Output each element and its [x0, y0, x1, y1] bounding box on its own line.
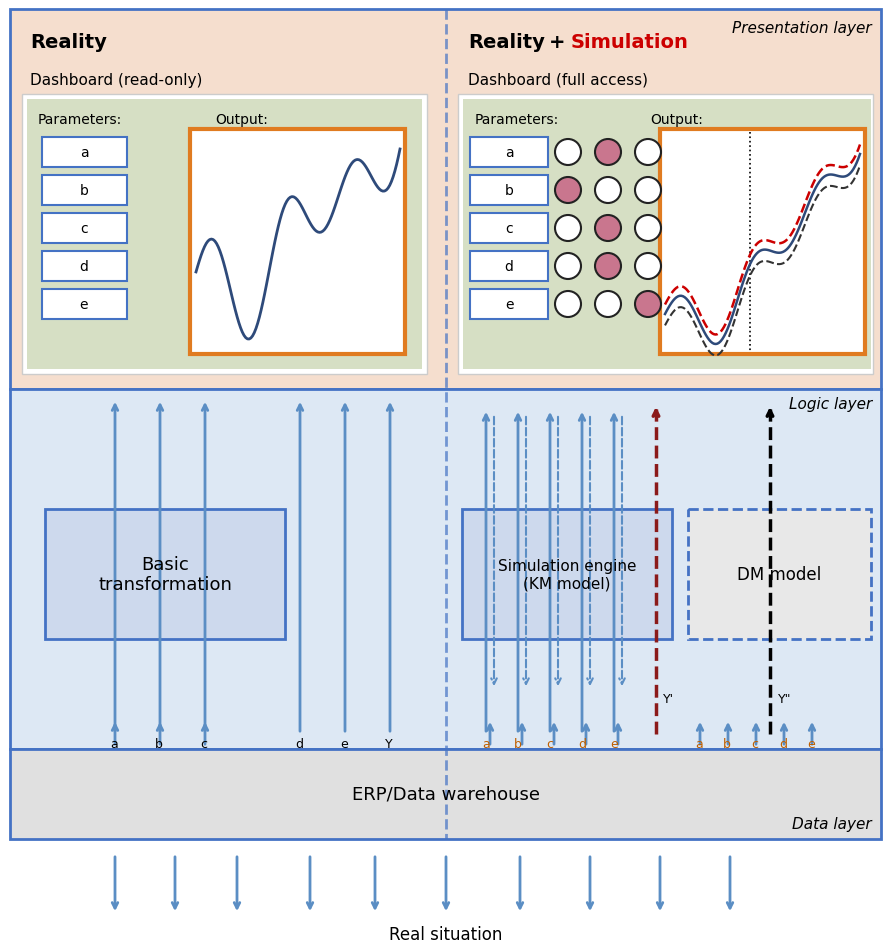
Text: Y: Y	[385, 738, 393, 751]
Bar	[10, 10, 881, 389]
Circle shape	[555, 254, 581, 280]
Circle shape	[595, 140, 621, 166]
Text: ERP/Data warehouse: ERP/Data warehouse	[352, 785, 540, 803]
Circle shape	[555, 140, 581, 166]
Circle shape	[555, 216, 581, 242]
Text: b: b	[504, 184, 513, 198]
Text: e: e	[80, 298, 88, 311]
Text: e: e	[610, 738, 617, 751]
Text: Output:: Output:	[650, 113, 703, 127]
Text: d: d	[295, 738, 303, 751]
Text: d: d	[578, 738, 586, 751]
Bar	[42, 251, 127, 282]
Text: b: b	[723, 738, 731, 751]
Bar	[22, 95, 427, 374]
Bar	[10, 389, 881, 749]
Bar	[190, 129, 405, 355]
Text: d: d	[779, 738, 787, 751]
Text: a: a	[482, 738, 490, 751]
Circle shape	[555, 291, 581, 318]
Text: DM model: DM model	[737, 565, 822, 584]
Text: Logic layer: Logic layer	[789, 397, 872, 412]
Text: b: b	[79, 184, 88, 198]
Bar	[470, 214, 548, 244]
Circle shape	[635, 291, 661, 318]
Text: Y": Y"	[778, 693, 791, 705]
Text: Parameters:: Parameters:	[475, 113, 560, 127]
Text: a: a	[695, 738, 703, 751]
Text: c: c	[546, 738, 553, 751]
Text: Simulation engine
(KM model): Simulation engine (KM model)	[498, 558, 636, 590]
Text: Dashboard (full access): Dashboard (full access)	[468, 72, 648, 88]
Bar	[470, 289, 548, 320]
Text: a: a	[79, 146, 88, 160]
Bar	[42, 138, 127, 168]
Bar	[688, 509, 871, 640]
Text: Simulation: Simulation	[571, 32, 689, 51]
Bar	[42, 214, 127, 244]
Text: Real situation: Real situation	[389, 925, 503, 943]
Text: d: d	[504, 260, 513, 274]
Text: Parameters:: Parameters:	[38, 113, 122, 127]
Text: d: d	[79, 260, 88, 274]
Text: b: b	[155, 738, 163, 751]
Text: b: b	[514, 738, 522, 751]
Bar	[470, 176, 548, 206]
Text: c: c	[80, 222, 88, 236]
Bar	[45, 509, 285, 640]
Text: Presentation layer: Presentation layer	[732, 21, 872, 35]
Bar	[42, 176, 127, 206]
Bar	[470, 138, 548, 168]
Text: c: c	[751, 738, 758, 751]
Bar	[10, 749, 881, 839]
Bar	[470, 251, 548, 282]
Text: e: e	[504, 298, 513, 311]
Text: Output:: Output:	[215, 113, 268, 127]
Circle shape	[635, 216, 661, 242]
Text: a: a	[504, 146, 513, 160]
Text: Dashboard (read-only): Dashboard (read-only)	[30, 72, 202, 88]
Circle shape	[635, 140, 661, 166]
Text: e: e	[807, 738, 814, 751]
Text: c: c	[505, 222, 513, 236]
Text: Basic
transformation: Basic transformation	[98, 555, 232, 594]
Text: Reality: Reality	[468, 32, 545, 51]
Circle shape	[595, 254, 621, 280]
Circle shape	[555, 178, 581, 204]
Circle shape	[635, 178, 661, 204]
Text: a: a	[110, 738, 118, 751]
Text: Y': Y'	[663, 693, 674, 705]
Circle shape	[595, 216, 621, 242]
Bar	[462, 509, 672, 640]
Text: +: +	[549, 32, 566, 51]
Circle shape	[595, 291, 621, 318]
Circle shape	[595, 178, 621, 204]
Text: c: c	[200, 738, 207, 751]
Bar	[458, 95, 873, 374]
Text: e: e	[340, 738, 347, 751]
Circle shape	[635, 254, 661, 280]
Bar	[27, 100, 422, 369]
Bar	[463, 100, 871, 369]
Bar	[660, 129, 865, 355]
Text: Reality: Reality	[30, 32, 107, 51]
Bar	[42, 289, 127, 320]
Text: Data layer: Data layer	[792, 817, 872, 832]
